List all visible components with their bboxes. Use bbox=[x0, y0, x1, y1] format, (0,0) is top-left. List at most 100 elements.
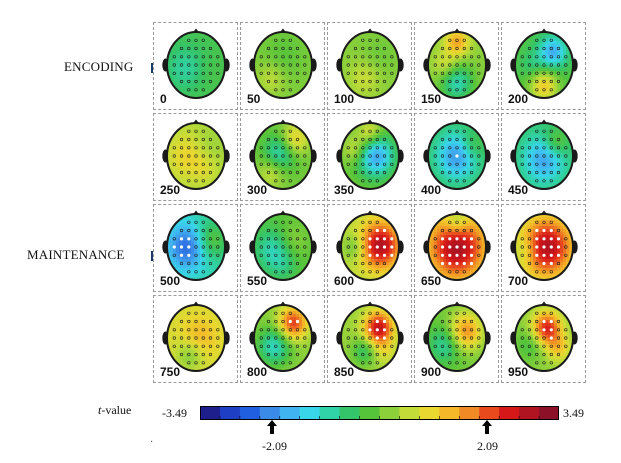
electrode-dot bbox=[281, 129, 285, 133]
electrode-dot bbox=[194, 328, 198, 332]
electrode-dot bbox=[353, 228, 358, 233]
electrode-dot bbox=[455, 336, 459, 340]
electrode-dot bbox=[288, 146, 292, 150]
electrode-dot bbox=[564, 162, 568, 166]
electrode-dot bbox=[368, 344, 372, 348]
electrode-dot bbox=[462, 253, 466, 257]
electrode-dot bbox=[469, 46, 474, 51]
time-label: 800 bbox=[247, 365, 268, 379]
electrode-dot bbox=[375, 311, 379, 315]
electrode-dot bbox=[346, 154, 350, 158]
electrode-dot bbox=[172, 162, 176, 166]
electrode-dot bbox=[187, 46, 191, 51]
electrode-dot bbox=[448, 352, 452, 357]
colorbar-segment bbox=[479, 406, 500, 420]
electrode-dot bbox=[368, 88, 372, 92]
time-label: 950 bbox=[508, 365, 529, 379]
electrode-dot bbox=[469, 245, 474, 249]
colorbar-segment bbox=[259, 406, 281, 420]
electrode-dot bbox=[353, 137, 358, 142]
electrode-dot bbox=[535, 170, 539, 175]
electrode-dot bbox=[462, 344, 466, 348]
colorbar-segment bbox=[379, 406, 400, 420]
colorbar-segment bbox=[439, 406, 460, 420]
electrode-dot bbox=[542, 261, 546, 266]
electrode-dot bbox=[208, 336, 213, 340]
electrode-dot bbox=[368, 162, 372, 166]
electrode-dot bbox=[194, 63, 198, 67]
electrode-dot bbox=[564, 146, 568, 150]
electrode-dot bbox=[368, 154, 372, 158]
electrode-dot bbox=[208, 71, 213, 75]
electrode-dot bbox=[440, 328, 445, 332]
electrode-dot bbox=[440, 237, 445, 241]
electrode-dot bbox=[375, 220, 379, 224]
electrode-dot bbox=[295, 328, 300, 332]
electrode-dot bbox=[346, 63, 350, 67]
electrode-dot bbox=[542, 237, 546, 241]
electrode-dot bbox=[208, 170, 213, 175]
electrode-dot bbox=[353, 245, 358, 249]
electrode-dot bbox=[216, 162, 220, 166]
electrode-dot bbox=[556, 336, 561, 340]
electrode-dot bbox=[179, 245, 184, 249]
electrode-dot bbox=[440, 352, 445, 357]
electrode-dot bbox=[187, 154, 191, 158]
colorbar-segment bbox=[239, 406, 261, 420]
electrode-dot bbox=[368, 361, 372, 365]
electrode-dot bbox=[288, 220, 292, 224]
electrode-dot bbox=[382, 79, 387, 84]
electrode-dot bbox=[187, 146, 191, 150]
electrode-dot bbox=[361, 55, 365, 59]
head-outline bbox=[427, 31, 487, 99]
electrode-dot bbox=[288, 46, 292, 51]
electrode-dot bbox=[455, 63, 459, 67]
electrode-dot bbox=[266, 328, 271, 332]
electrode-dot bbox=[556, 154, 561, 158]
electrode-dot bbox=[448, 253, 452, 257]
electrode-dot bbox=[455, 344, 459, 348]
electrode-dot bbox=[179, 319, 184, 324]
electrode-dot bbox=[527, 336, 532, 340]
electrode-dot bbox=[542, 162, 546, 166]
electrode-dot bbox=[361, 137, 365, 142]
electrode-dot bbox=[477, 162, 481, 166]
electrode-dot bbox=[259, 71, 263, 75]
electrode-dot bbox=[440, 79, 445, 84]
electrode-dot bbox=[549, 71, 553, 75]
electrode-dot bbox=[542, 146, 546, 150]
topomap-svg bbox=[336, 119, 404, 190]
time-label: 100 bbox=[334, 92, 355, 106]
electrode-dot bbox=[353, 46, 358, 51]
electrode-dot bbox=[527, 63, 532, 67]
electrode-dot bbox=[469, 344, 474, 348]
electrode-dot bbox=[216, 336, 220, 340]
electrode-dot bbox=[448, 55, 452, 59]
electrode-dot bbox=[549, 79, 553, 84]
electrode-dot bbox=[469, 336, 474, 340]
colorbar-marker: -2.09 bbox=[262, 420, 287, 454]
time-label: 900 bbox=[421, 365, 442, 379]
electrode-dot bbox=[274, 261, 278, 266]
electrode-dot bbox=[477, 237, 481, 241]
electrode-dot bbox=[208, 137, 213, 142]
electrode-dot bbox=[194, 336, 198, 340]
topomap-svg bbox=[510, 28, 578, 99]
electrode-dot bbox=[266, 137, 271, 142]
electrode-dot bbox=[353, 344, 358, 348]
electrode-dot bbox=[440, 55, 445, 59]
electrode-dot bbox=[448, 336, 452, 340]
electrode-dot bbox=[382, 46, 387, 51]
electrode-dot bbox=[288, 170, 292, 175]
electrode-dot bbox=[288, 261, 292, 266]
electrode-dot bbox=[288, 63, 292, 67]
electrode-dot bbox=[179, 170, 184, 175]
electrode-dot bbox=[542, 328, 546, 332]
time-label: 400 bbox=[421, 183, 442, 197]
electrode-dot bbox=[187, 319, 191, 324]
electrode-dot bbox=[440, 146, 445, 150]
electrode-dot bbox=[556, 137, 561, 142]
electrode-dot bbox=[382, 228, 387, 233]
electrode-dot bbox=[433, 146, 437, 150]
electrode-dot bbox=[295, 63, 300, 67]
